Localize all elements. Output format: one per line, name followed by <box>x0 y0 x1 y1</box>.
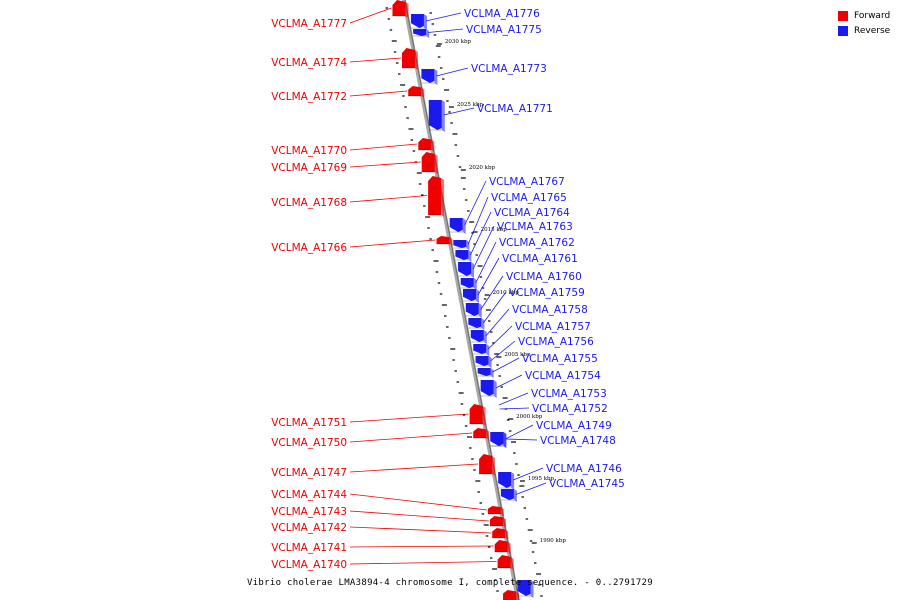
gene-label: VCLMA_A1765 <box>491 192 567 204</box>
gene-arrow <box>479 454 496 476</box>
gene-label: VCLMA_A1748 <box>540 435 616 447</box>
gene-arrow <box>490 432 507 448</box>
gene-label: VCLMA_A1744 <box>271 489 347 501</box>
gene-features <box>392 0 534 600</box>
gene-label: VCLMA_A1763 <box>497 221 573 233</box>
gene-arrow <box>480 380 497 398</box>
gene-label: VCLMA_A1773 <box>471 63 547 75</box>
gene-arrow <box>418 138 435 152</box>
gene-label: VCLMA_A1756 <box>518 336 594 348</box>
gene-arrow <box>497 555 514 570</box>
gene-arrow <box>392 0 409 18</box>
gene-arrow <box>408 86 425 98</box>
gene-label: VCLMA_A1750 <box>271 437 347 449</box>
gene-arrow <box>421 152 438 174</box>
gene-label: VCLMA_A1745 <box>549 478 625 490</box>
legend-label-reverse: Reverse <box>854 25 891 36</box>
tick-label: 2025 kbp <box>457 102 484 108</box>
gene-arrow <box>458 262 475 278</box>
gene-arrow <box>517 580 534 598</box>
gene-label: VCLMA_A1749 <box>536 420 612 432</box>
gene-arrow <box>465 303 482 318</box>
gene-label: VCLMA_A1742 <box>271 522 347 534</box>
gene-label: VCLMA_A1754 <box>525 370 601 382</box>
gene-label: VCLMA_A1747 <box>271 467 347 479</box>
gene-label: VCLMA_A1766 <box>271 242 347 254</box>
gene-label: VCLMA_A1776 <box>464 8 540 20</box>
gene-arrow <box>455 250 472 262</box>
legend-item-reverse: Reverse <box>838 23 890 38</box>
gene-arrow <box>453 240 470 250</box>
gene-labels: VCLMA_A1777 VCLMA_A1774 VCLMA_A1772 VCLMA_A… <box>271 7 625 571</box>
gene-arrow <box>436 236 453 246</box>
legend: Forward Reverse <box>838 8 890 38</box>
map-caption: Vibrio cholerae LMA3894-4 chromosome I, … <box>246 578 653 588</box>
forward-swatch <box>838 10 848 21</box>
gene-label: VCLMA_A1743 <box>271 506 347 518</box>
tick-label: 1990 kbp <box>540 538 567 544</box>
gene-arrow <box>489 516 506 528</box>
gene-arrow <box>500 489 517 502</box>
gene-label: VCLMA_A1768 <box>271 197 347 209</box>
gene-arrow <box>503 590 520 600</box>
gene-label: VCLMA_A1759 <box>509 287 585 299</box>
gene-label: VCLMA_A1770 <box>271 145 347 157</box>
legend-label-forward: Forward <box>854 10 891 21</box>
gene-label: VCLMA_A1746 <box>546 463 622 475</box>
tick-label: 2010 kbp <box>493 290 520 296</box>
gene-label: VCLMA_A1760 <box>506 271 582 283</box>
tick-label: 2030 kbp <box>445 39 472 45</box>
gene-label: VCLMA_A1774 <box>271 57 347 69</box>
gene-arrow <box>468 318 485 330</box>
tick-label: 2005 kbp <box>504 352 531 358</box>
gene-label: VCLMA_A1775 <box>466 24 542 36</box>
gene-label: VCLMA_A1755 <box>522 353 598 365</box>
gene-label: VCLMA_A1771 <box>477 103 553 115</box>
gene-arrow <box>492 528 509 540</box>
legend-item-forward: Forward <box>838 8 890 23</box>
gene-label: VCLMA_A1762 <box>499 237 575 249</box>
gene-arrow <box>475 356 492 368</box>
tick-marks: 2030 kbp 2025 kbp 2020 kbp 2015 kbp 2010 kbp… <box>385 7 567 597</box>
gene-arrow <box>470 330 487 344</box>
gene-arrow <box>428 176 445 217</box>
gene-label: VCLMA_A1761 <box>502 253 578 265</box>
gene-arrow <box>473 428 490 440</box>
gene-label: VCLMA_A1764 <box>494 207 570 219</box>
gene-label: VCLMA_A1740 <box>271 559 347 571</box>
gene-arrow <box>473 344 490 356</box>
tick-label: 2000 kbp <box>516 414 543 420</box>
tick-label: 1995 kbp <box>528 476 555 482</box>
gene-arrow <box>421 69 438 85</box>
gene-label: VCLMA_A1757 <box>515 321 591 333</box>
gene-arrow <box>410 14 427 30</box>
gene-arrow <box>460 278 477 290</box>
gene-arrow <box>463 289 479 303</box>
gene-label: VCLMA_A1753 <box>531 388 607 400</box>
gene-label: VCLMA_A1758 <box>512 304 588 316</box>
gene-arrow <box>449 218 466 234</box>
gene-arrow <box>413 29 430 38</box>
tick-label: 2015 kbp <box>481 227 508 233</box>
gene-arrow <box>487 506 504 516</box>
gene-label: VCLMA_A1741 <box>271 542 347 554</box>
gene-label: VCLMA_A1767 <box>489 176 565 188</box>
gene-arrow <box>428 100 445 132</box>
gene-label: VCLMA_A1777 <box>271 18 347 30</box>
gene-label: VCLMA_A1751 <box>271 417 347 429</box>
tick-label: 2020 kbp <box>469 165 496 171</box>
gene-arrow <box>401 48 418 70</box>
gene-arrow <box>469 404 486 426</box>
gene-label: VCLMA_A1769 <box>271 162 347 174</box>
gene-arrow <box>477 368 494 378</box>
gene-arrow <box>494 540 511 554</box>
gene-arrow <box>498 472 515 490</box>
reverse-swatch <box>838 25 848 36</box>
gene-label: VCLMA_A1752 <box>532 403 608 415</box>
gene-label: VCLMA_A1772 <box>271 91 347 103</box>
